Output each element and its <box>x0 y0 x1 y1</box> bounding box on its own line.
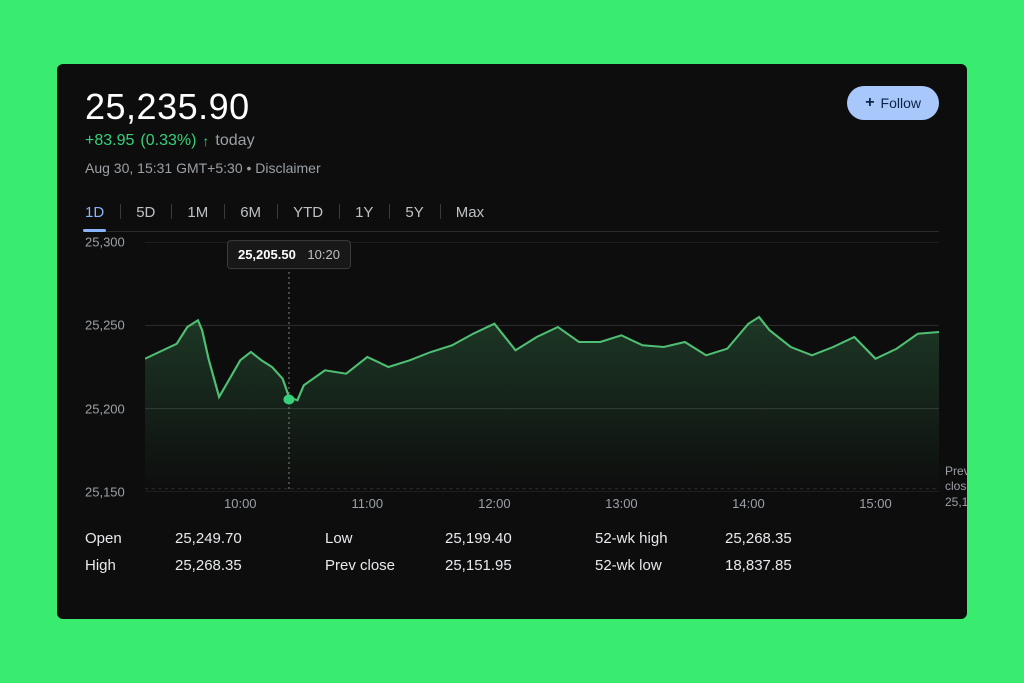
tab-1d[interactable]: 1D <box>85 194 104 231</box>
x-tick-label: 13:00 <box>605 496 638 511</box>
stat-value: 25,199.40 <box>445 530 595 547</box>
timestamp: Aug 30, 15:31 GMT+5:30 • Disclaimer <box>85 160 321 176</box>
x-tick-label: 12:00 <box>478 496 511 511</box>
x-axis: 10:00 11:00 12:00 13:00 14:00 15:00 <box>145 492 939 518</box>
y-tick-label: 25,300 <box>85 235 125 250</box>
change-percent: (0.33%) <box>140 132 196 150</box>
change-row: +83.95 (0.33%) ↑ today <box>85 132 321 150</box>
x-tick-label: 14:00 <box>732 496 765 511</box>
stat-value: 25,268.35 <box>175 557 325 574</box>
previous-close-label: Previous close 25,151.95 <box>945 464 967 511</box>
stat-value: 25,268.35 <box>725 530 855 547</box>
stat-label: Open <box>85 530 175 547</box>
x-tick-label: 15:00 <box>859 496 892 511</box>
header-row: 25,235.90 +83.95 (0.33%) ↑ today Aug 30,… <box>85 86 939 176</box>
stat-label: Prev close <box>325 557 445 574</box>
today-label: today <box>215 132 254 150</box>
stat-value: 25,151.95 <box>445 557 595 574</box>
follow-button[interactable]: + Follow <box>847 86 939 120</box>
tab-6m[interactable]: 6M <box>240 194 261 231</box>
tab-5d[interactable]: 5D <box>136 194 155 231</box>
x-tick-label: 11:00 <box>352 496 384 511</box>
y-axis: 25,15025,20025,25025,300 <box>85 242 145 492</box>
stat-label: Low <box>325 530 445 547</box>
stat-label: High <box>85 557 175 574</box>
prev-close-value: 25,151.95 <box>945 495 967 511</box>
chart-area: 25,15025,20025,25025,300 25,205.50 10:20… <box>85 242 939 492</box>
y-tick-label: 25,150 <box>85 485 125 500</box>
arrow-up-icon: ↑ <box>202 133 209 149</box>
stats-grid: Open25,249.70Low25,199.4052-wk high25,26… <box>85 530 939 574</box>
range-tabs: 1D 5D 1M 6M YTD 1Y 5Y Max <box>85 194 939 232</box>
follow-label: Follow <box>881 95 921 111</box>
stat-label: 52-wk low <box>595 557 725 574</box>
tab-1m[interactable]: 1M <box>187 194 208 231</box>
plus-icon: + <box>865 94 874 112</box>
y-tick-label: 25,200 <box>85 401 125 416</box>
tab-ytd[interactable]: YTD <box>293 194 323 231</box>
x-tick-label: 10:00 <box>224 496 257 511</box>
current-price: 25,235.90 <box>85 86 321 128</box>
plot-container[interactable]: 25,205.50 10:20 Previous close 25,151.95 <box>145 242 939 492</box>
prev-close-text: Previous close <box>945 464 967 495</box>
line-chart <box>145 242 939 492</box>
hover-tooltip: 25,205.50 10:20 <box>227 240 351 269</box>
tab-5y[interactable]: 5Y <box>405 194 423 231</box>
change-value: +83.95 <box>85 132 134 150</box>
price-block: 25,235.90 +83.95 (0.33%) ↑ today Aug 30,… <box>85 86 321 176</box>
tooltip-time: 10:20 <box>307 247 340 262</box>
stat-value: 18,837.85 <box>725 557 855 574</box>
tooltip-value: 25,205.50 <box>238 247 296 262</box>
tab-max[interactable]: Max <box>456 194 484 231</box>
y-tick-label: 25,250 <box>85 318 125 333</box>
stat-label: 52-wk high <box>595 530 725 547</box>
stat-value: 25,249.70 <box>175 530 325 547</box>
stock-card: 25,235.90 +83.95 (0.33%) ↑ today Aug 30,… <box>57 64 967 619</box>
tab-1y[interactable]: 1Y <box>355 194 373 231</box>
